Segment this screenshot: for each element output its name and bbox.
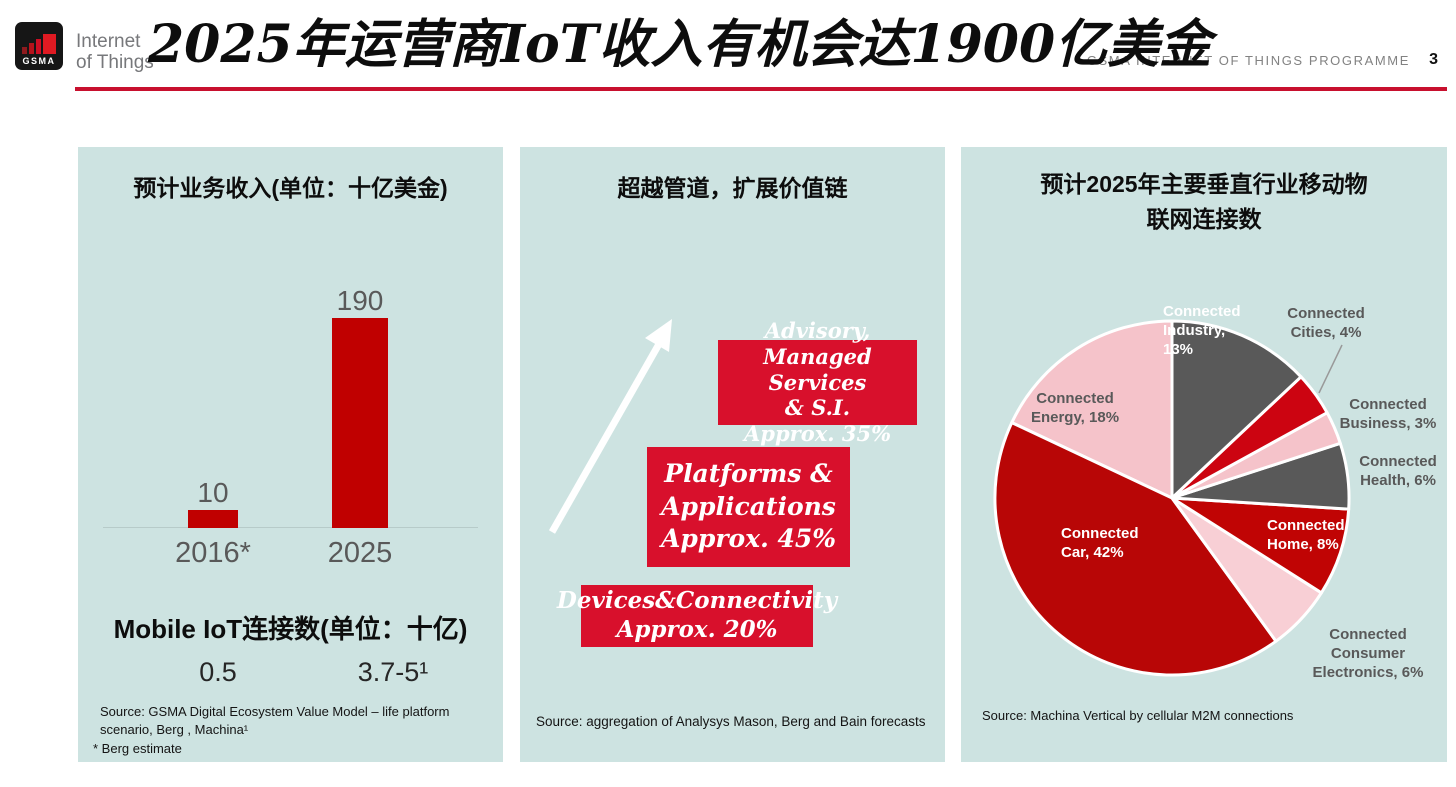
- pie-label-energy: Connected Energy, 18%: [1030, 390, 1120, 426]
- revenue-source-note: * Berg estimate: [93, 741, 182, 756]
- title-underline: [75, 87, 1447, 91]
- revenue-source: Source: GSMA Digital Ecosystem Value Mod…: [100, 704, 450, 738]
- bar-value-2025: 190: [336, 285, 384, 316]
- gsma-bars-icon: [22, 34, 56, 54]
- pie-label-cities: Connected Cities, 4%: [1287, 305, 1365, 341]
- verticals-title: 预计2025年主要垂直行业移动物 联网连接数: [1040, 171, 1368, 232]
- pie-label-consumer-electronics: Connected Consumer Electronics, 6%: [1312, 626, 1424, 681]
- bar-2016: [188, 510, 238, 528]
- slide-title: 2025年运营商IoT收入有机会达1900亿美金: [148, 14, 1212, 75]
- platforms-box: Platforms & Applications Approx. 45%: [647, 447, 850, 567]
- panel-value-chain: 超越管道，扩展价值链 Advisory, Managed Services & …: [520, 147, 945, 762]
- bar-label-2025: 2025: [327, 537, 393, 569]
- pie-label-home: Connected Home, 8%: [1267, 517, 1345, 553]
- pie-slice-car: [993, 421, 1278, 677]
- pie-label-car: Connected Car, 42%: [1061, 525, 1139, 561]
- revenue-title: 预计业务收入(单位：十亿美金): [133, 175, 448, 201]
- page-number: 3: [1429, 51, 1438, 68]
- advisory-box: Advisory, Managed Services & S.I. Approx…: [718, 318, 917, 446]
- panel-revenue: 预计业务收入(单位：十亿美金) 10 190 2016* 2025 Mobile…: [78, 147, 503, 762]
- programme-label: GSMA INTERNET OF THINGS PROGRAMME: [1086, 53, 1410, 68]
- connections-value-2016: 0.5: [199, 657, 237, 687]
- pie-slice-industry: [1170, 319, 1303, 500]
- connections-title: Mobile IoT连接数(单位：十亿): [113, 614, 468, 644]
- bar-chart-baseline: [103, 527, 478, 528]
- value-chain-source: Source: aggregation of Analysys Mason, B…: [536, 714, 926, 729]
- devices-box: Devices&Connectivity Approx. 20%: [557, 585, 837, 647]
- bar-2025: [332, 318, 388, 528]
- pie-slice-energy: [1010, 319, 1174, 500]
- cities-leader-line: [1318, 344, 1343, 394]
- connections-value-2025: 3.7-5¹: [357, 657, 429, 687]
- bar-value-2016: 10: [197, 477, 229, 508]
- logo-product-label: Internet of Things: [76, 31, 154, 73]
- pie-label-industry: Connected Industry, 13%: [1163, 303, 1241, 358]
- panel-verticals: 预计2025年主要垂直行业移动物 联网连接数 Connected Industr…: [961, 147, 1447, 762]
- pie-label-business: Connected Business, 3%: [1339, 396, 1437, 432]
- gsma-logo: GSMA: [15, 22, 63, 70]
- gsma-logo-label: GSMA: [22, 56, 56, 66]
- value-chain-title: 超越管道，扩展价值链: [617, 175, 848, 201]
- verticals-pie-chart: [993, 319, 1351, 677]
- bar-label-2016: 2016*: [175, 537, 251, 569]
- verticals-source: Source: Machina Vertical by cellular M2M…: [982, 708, 1294, 723]
- pie-slice-home: [1170, 496, 1351, 595]
- pie-label-health: Connected Health, 6%: [1359, 453, 1437, 489]
